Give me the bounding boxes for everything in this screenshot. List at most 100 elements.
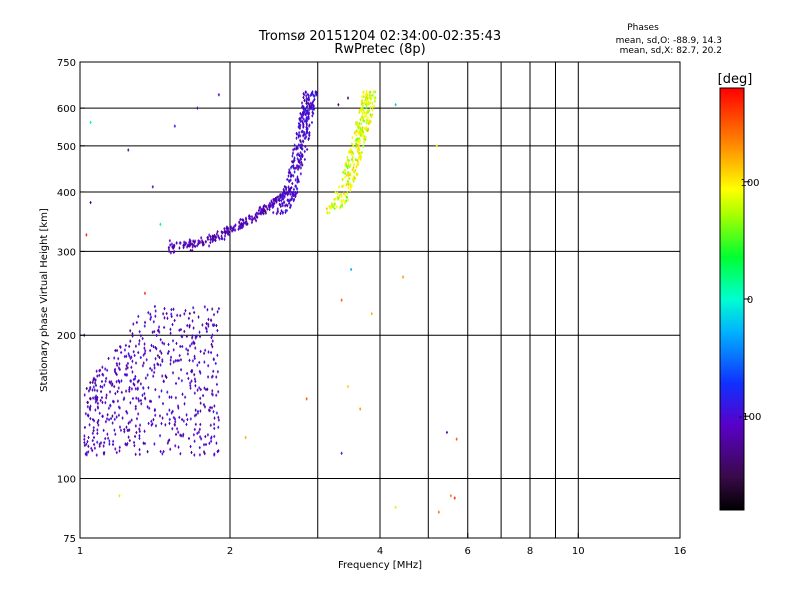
data-point [296,178,299,182]
data-point [141,337,144,341]
data-point [157,363,160,367]
data-point [150,399,153,403]
data-point [356,121,359,125]
data-point [108,439,111,443]
data-point [199,409,202,413]
data-point [364,135,367,139]
data-point [308,108,311,112]
data-point [282,194,285,198]
data-point [449,494,452,498]
data-point [172,307,175,311]
data-point [98,411,101,415]
data-point [183,402,186,406]
data-point [115,380,118,384]
data-point [363,110,366,114]
data-point [98,373,101,377]
data-point [241,222,244,226]
data-point [332,204,335,208]
data-point [130,418,133,422]
y-tick-label: 400 [57,188,76,199]
data-point [362,144,365,148]
data-point [365,90,368,94]
data-point [345,199,348,203]
data-point [128,344,131,348]
data-point [246,222,249,226]
data-point [304,113,307,117]
data-point [84,452,87,456]
data-point [175,341,178,345]
data-point [270,199,273,203]
data-point [296,175,299,179]
data-point [139,356,142,360]
colorbar-label: [deg] [718,72,753,87]
data-point [311,93,314,97]
data-point [272,202,275,206]
data-point [203,351,206,355]
data-point [176,427,179,431]
data-point [297,164,300,168]
data-point [165,375,168,379]
data-point [203,405,206,409]
data-point [89,386,92,390]
data-point [359,133,362,137]
data-point [301,130,304,134]
data-point [220,236,223,240]
data-point [340,204,343,208]
data-point [191,319,194,323]
data-point [365,110,368,114]
data-point [205,443,208,447]
data-point [207,322,210,326]
data-point [365,128,368,132]
data-point [192,433,195,437]
data-point [305,94,308,98]
data-point [201,239,204,243]
data-point [302,96,305,100]
data-point [144,320,147,324]
data-point [117,357,120,361]
data-point [280,199,283,203]
data-point [254,217,257,221]
data-point [306,104,309,108]
data-point [83,437,86,441]
data-point [373,104,376,108]
data-point [168,421,171,425]
data-point [186,324,189,328]
data-point [117,413,120,417]
data-point [354,139,357,143]
data-point [129,379,132,383]
data-point [89,387,92,391]
data-point [305,112,308,116]
data-point [178,246,181,250]
data-point [87,436,90,440]
data-point [307,94,310,98]
data-point [361,127,364,131]
data-point [349,173,352,177]
data-point [193,414,196,418]
data-point [285,191,288,195]
data-point [311,114,314,118]
data-point [126,442,129,446]
data-point [98,442,101,446]
data-point [118,449,121,453]
data-point [296,157,299,161]
data-point [193,310,196,314]
data-point [295,136,298,140]
data-point [298,161,301,165]
data-point [200,437,203,441]
data-point [354,169,357,173]
data-point [215,324,218,328]
data-point [177,376,180,380]
data-point [368,109,371,113]
data-point [132,378,135,382]
data-point [453,496,456,500]
data-point [311,103,314,107]
chart-title: Tromsø 20151204 02:34:00-02:35:43 [258,29,501,44]
data-point [285,203,288,207]
data-point [135,361,138,365]
data-point [204,435,207,439]
data-point [194,408,197,412]
data-point [197,315,200,319]
data-point [126,411,129,415]
data-point [113,411,116,415]
data-point [356,137,359,141]
